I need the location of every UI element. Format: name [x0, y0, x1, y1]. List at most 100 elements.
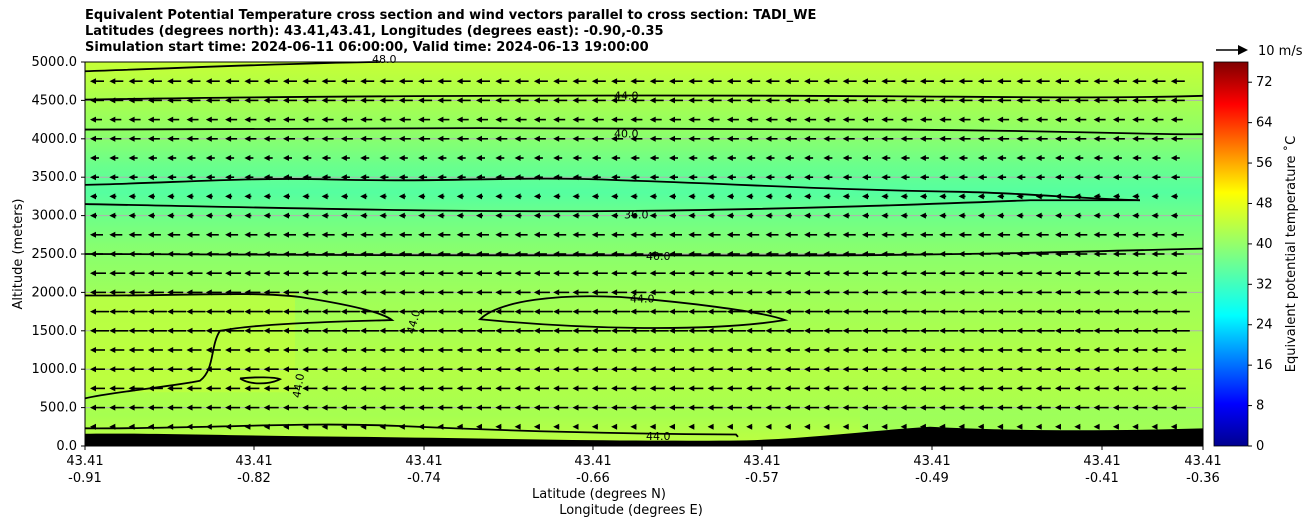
- wind-vector: [495, 270, 512, 277]
- wind-vector: [1055, 385, 1070, 392]
- wind-vector: [379, 327, 399, 334]
- wind-vector: [688, 423, 695, 430]
- wind-vector: [418, 174, 428, 181]
- wind-vector: [862, 212, 869, 219]
- wind-vector: [842, 135, 855, 142]
- wind-vector: [977, 308, 997, 315]
- wind-vector: [379, 174, 389, 181]
- wind-vector: [591, 404, 607, 411]
- wind-vector: [611, 423, 618, 430]
- contour-label: 40.0: [614, 127, 639, 140]
- wind-vector: [630, 385, 646, 392]
- wind-vector: [939, 347, 955, 353]
- wind-vector: [495, 347, 511, 353]
- wind-vector: [630, 116, 643, 123]
- wind-vector: [939, 78, 954, 85]
- wind-vector: [360, 404, 376, 411]
- wind-vector: [283, 404, 298, 411]
- wind-vector: [1112, 366, 1128, 373]
- wind-vector: [1132, 251, 1146, 257]
- wind-vector: [958, 155, 968, 161]
- wind-vector: [688, 155, 698, 161]
- wind-vector: [939, 231, 953, 238]
- wind-vector: [630, 270, 647, 277]
- wind-vector: [109, 116, 122, 123]
- wind-vector: [804, 385, 820, 392]
- wind-vector: [418, 404, 434, 411]
- wind-vector: [823, 97, 838, 104]
- wind-vector: [726, 289, 743, 296]
- wind-vector: [1035, 155, 1045, 161]
- wind-vector: [726, 327, 746, 334]
- wind-vector: [283, 193, 290, 200]
- wind-vector: [302, 289, 319, 296]
- wind-vector: [495, 308, 515, 315]
- wind-vector: [225, 231, 239, 238]
- wind-vector: [977, 404, 993, 411]
- wind-vector: [939, 212, 947, 219]
- wind-vector: [1016, 116, 1029, 123]
- wind-vector: [90, 308, 109, 315]
- wind-vector: [1055, 155, 1064, 161]
- wind-vector: [109, 347, 125, 353]
- wind-vector: [283, 212, 290, 219]
- wind-vector: [591, 270, 608, 277]
- wind-vector: [1151, 155, 1161, 161]
- wind-vector: [205, 97, 220, 104]
- wind-vector: [611, 347, 627, 353]
- wind-vector: [649, 231, 663, 238]
- wind-vector: [476, 135, 488, 142]
- wind-vector: [514, 366, 530, 373]
- wind-vector: [186, 347, 202, 353]
- wind-vector: [900, 347, 916, 353]
- wind-vector: [804, 78, 819, 85]
- x-tick-lon: -0.41: [1085, 471, 1119, 486]
- wind-vector: [360, 97, 375, 104]
- wind-vector: [746, 212, 754, 219]
- wind-vector: [1093, 212, 1101, 219]
- wind-vector: [649, 270, 666, 277]
- wind-vector: [379, 78, 394, 85]
- wind-vector: [398, 327, 418, 334]
- wind-vector: [1112, 231, 1126, 238]
- wind-vector: [244, 135, 257, 142]
- wind-vector: [109, 270, 126, 277]
- wind-vector: [302, 155, 312, 161]
- wind-vector: [746, 385, 762, 392]
- wind-vector: [456, 327, 476, 334]
- wind-vector: [109, 404, 125, 411]
- wind-vector: [533, 231, 547, 238]
- wind-vector: [437, 270, 454, 277]
- wind-vector: [900, 366, 916, 373]
- wind-vector: [939, 327, 959, 334]
- wind-vector: [746, 193, 754, 200]
- wind-vector: [842, 308, 862, 315]
- wind-vector: [128, 116, 141, 123]
- wind-vector: [997, 327, 1017, 334]
- wind-vector: [746, 327, 766, 334]
- wind-vector: [572, 423, 579, 430]
- wind-vector: [418, 327, 438, 334]
- wind-vector: [533, 347, 549, 353]
- colorbar-tick-label: 0: [1256, 439, 1264, 454]
- wind-vector: [765, 327, 785, 334]
- wind-vector: [283, 155, 292, 161]
- wind-vector: [244, 231, 258, 238]
- wind-vector: [688, 270, 705, 277]
- wind-vector: [147, 231, 161, 238]
- wind-vector: [784, 78, 799, 85]
- wind-vector: [167, 366, 183, 373]
- wind-vector: [302, 270, 319, 277]
- wind-vector: [688, 231, 702, 238]
- wind-vector: [1016, 347, 1032, 353]
- colorbar-tick-label: 24: [1256, 318, 1273, 333]
- wind-vector: [321, 78, 336, 85]
- wind-vector: [919, 270, 936, 277]
- wind-vector: [1132, 155, 1142, 161]
- wind-vector: [1170, 135, 1183, 142]
- wind-vector: [611, 327, 631, 334]
- wind-vector: [90, 347, 105, 353]
- wind-vector: [225, 174, 235, 181]
- wind-vector: [1151, 231, 1165, 238]
- wind-vector: [379, 116, 392, 123]
